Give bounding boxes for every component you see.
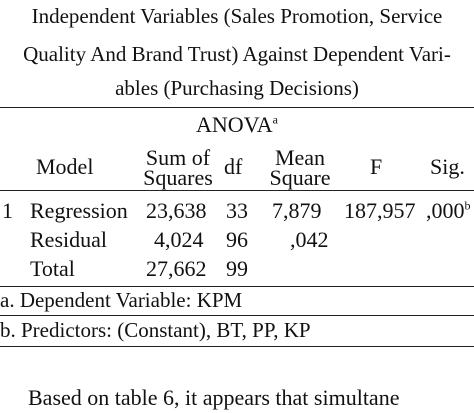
header-sum-line-2: Squares [143,165,213,190]
header-sum-of-squares: Sum of Squares [136,145,220,190]
header-model: Model [36,154,94,179]
row-mean-sq: ,042 [290,227,329,252]
caption-line-3: ables (Purchasing Decisions) [115,76,359,100]
caption-line-1: Independent Variables (Sales Promotion, … [31,4,443,28]
row-df: 96 [226,227,248,252]
row-sig-sup: b [464,198,471,213]
table-title-text: ANOVA [196,112,273,137]
header-f: F [370,154,383,179]
note-separator [0,315,474,316]
body-paragraph: Based on table 6, it appears that simult… [28,385,400,410]
row-sum-sq: 23,638 [146,198,207,223]
row-model: Total [30,256,75,281]
row-sig: ,000b [426,198,471,224]
row-sum-sq: 27,662 [146,256,207,281]
row-df: 33 [226,198,248,223]
bottom-rule [0,346,474,347]
row-sum-sq: 4,024 [154,227,204,252]
table-title: ANOVAa [0,112,474,138]
footnote-a: a. Dependent Variable: KPM [0,288,243,312]
header-sum-line-1: Sum of [145,145,211,170]
header-sig: Sig. [430,154,465,179]
row-sig-value: ,000 [426,198,465,223]
row-model: Regression [30,198,128,223]
row-f: 187,957 [344,198,416,223]
header-mean-line-2: Square [269,165,331,190]
caption-line-2: Quality And Brand Trust) Against Depende… [23,42,451,66]
header-df: df [224,154,243,179]
footnote-b: b. Predictors: (Constant), BT, PP, KP [0,318,311,342]
body-rule [0,286,474,287]
table-title-sup: a [272,112,278,127]
row-model: Residual [30,227,107,252]
header-rule [0,190,474,191]
top-rule [0,107,474,108]
model-number: 1 [2,198,13,223]
header-mean-line-1: Mean [274,145,326,170]
row-df: 99 [226,256,248,281]
row-mean-sq: 7,879 [272,198,322,223]
header-mean-square: Mean Square [260,145,340,190]
